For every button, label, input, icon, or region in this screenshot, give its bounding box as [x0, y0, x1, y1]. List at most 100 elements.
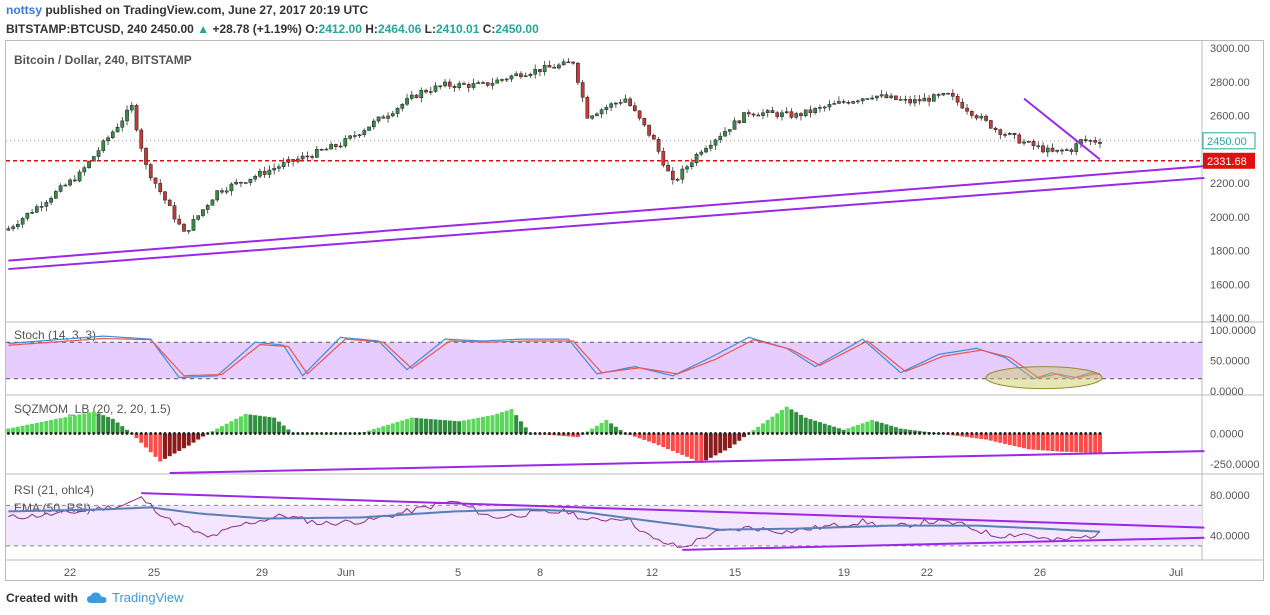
squeeze-dot	[861, 432, 865, 435]
chart-canvas[interactable]: 22 25 29 Jun 5 8 12 15 19 22 26 Jul Bitcoin / Dollar…	[0, 40, 1270, 585]
squeeze-dot	[54, 432, 58, 435]
price-axis-tick: 3000.00	[1210, 43, 1250, 55]
candle-body	[1055, 149, 1060, 152]
momentum-bar	[960, 433, 965, 437]
candle-body	[262, 170, 267, 175]
momentum-bar	[965, 433, 970, 438]
close-label: C:	[482, 22, 496, 36]
candle-body	[49, 198, 53, 203]
cloud-icon	[87, 591, 107, 603]
squeeze-dot	[291, 432, 295, 435]
squeeze-dot	[562, 432, 566, 435]
upper-rising-trendline	[8, 165, 1205, 262]
candle-body	[258, 170, 262, 177]
squeeze-dot	[419, 432, 423, 435]
candle-body	[941, 93, 946, 96]
momentum-bar	[988, 433, 993, 441]
rsi-axis-tick: 40.0000	[1210, 531, 1250, 543]
sqzmom-pane-title: SQZMOM_LB (20, 2, 20, 1.5)	[14, 402, 171, 416]
squeeze-dot	[358, 432, 361, 435]
candle-body	[324, 148, 329, 151]
rsi-axis-tick: 80.0000	[1210, 490, 1250, 502]
candle-body	[656, 139, 661, 152]
momentum-bar	[685, 433, 690, 457]
candle-body	[1031, 141, 1036, 147]
momentum-bar	[499, 412, 504, 434]
candle-body	[310, 156, 314, 158]
squeeze-dot	[1098, 432, 1102, 435]
squeeze-dot	[780, 432, 784, 435]
candle-body	[1074, 143, 1079, 152]
momentum-bar	[865, 421, 870, 434]
high-label: H:	[365, 22, 378, 36]
falling-trendline	[1023, 97, 1101, 161]
candle-body	[182, 223, 186, 232]
support-price-tag	[1203, 152, 1255, 169]
candle-body	[723, 131, 727, 137]
squeeze-dot	[87, 432, 91, 435]
squeeze-dot	[448, 432, 452, 435]
squeeze-dot	[642, 432, 646, 435]
momentum-bar	[1007, 433, 1012, 445]
momentum-bar	[813, 420, 818, 434]
candle-body	[571, 61, 576, 64]
candle-body	[661, 151, 666, 166]
momentum-bar	[262, 416, 267, 434]
momentum-bar	[200, 433, 205, 437]
squeeze-dot	[718, 432, 722, 435]
candle-body	[300, 155, 305, 160]
squeeze-dot	[533, 432, 537, 435]
squeeze-dot	[941, 432, 945, 435]
squeeze-dot	[1055, 432, 1059, 435]
momentum-bar	[58, 418, 63, 434]
candle-body	[485, 82, 490, 86]
candle-body	[405, 98, 409, 105]
candle-body	[822, 106, 827, 109]
candle-body	[870, 97, 875, 100]
squeeze-dot	[453, 432, 456, 435]
candle-body	[77, 171, 82, 182]
squeeze-rising-trendline	[169, 450, 1205, 475]
squeeze-dot	[201, 432, 205, 435]
momentum-bar	[642, 433, 647, 440]
momentum-bar	[77, 414, 82, 434]
price-axis-tick: 1600.00	[1210, 279, 1250, 291]
squeeze-dot	[462, 432, 466, 435]
candle-body	[400, 103, 405, 109]
momentum-bar	[893, 427, 898, 434]
candle-body	[965, 107, 969, 112]
squeeze-dot	[192, 432, 195, 435]
last-price-tag	[1202, 132, 1256, 150]
candle-body	[519, 73, 523, 77]
momentum-bar	[191, 433, 196, 443]
tradingview-brand[interactable]: TradingView	[86, 590, 184, 605]
squeeze-dot	[1070, 432, 1073, 435]
squeeze-dot	[638, 432, 641, 435]
squeeze-dot	[343, 432, 347, 435]
momentum-bar	[25, 424, 30, 434]
support-price-label: 2331.68	[1207, 156, 1247, 168]
squeeze-dot	[695, 432, 698, 435]
stoch-axis-tick: 100.0000	[1210, 325, 1256, 337]
squeeze-dot	[1032, 432, 1035, 435]
author-link[interactable]: nottsy	[6, 3, 42, 17]
momentum-bar	[760, 423, 765, 434]
momentum-bar	[253, 415, 258, 434]
momentum-bar	[428, 419, 433, 434]
momentum-bar	[884, 424, 889, 434]
momentum-bar	[1083, 433, 1088, 453]
squeeze-dot	[524, 432, 528, 435]
squeeze-dot	[438, 432, 442, 435]
momentum-bar	[770, 416, 775, 434]
momentum-bar	[912, 430, 917, 434]
candle-body	[765, 110, 770, 113]
momentum-bar	[257, 415, 262, 434]
momentum-bar	[974, 433, 979, 439]
stoch-line-d	[8, 337, 1101, 379]
squeeze-dot	[899, 432, 903, 435]
squeeze-dot	[168, 432, 172, 435]
momentum-bar	[243, 413, 248, 434]
candle-body	[860, 98, 865, 102]
momentum-bar	[898, 428, 903, 434]
squeeze-dot	[709, 432, 713, 435]
